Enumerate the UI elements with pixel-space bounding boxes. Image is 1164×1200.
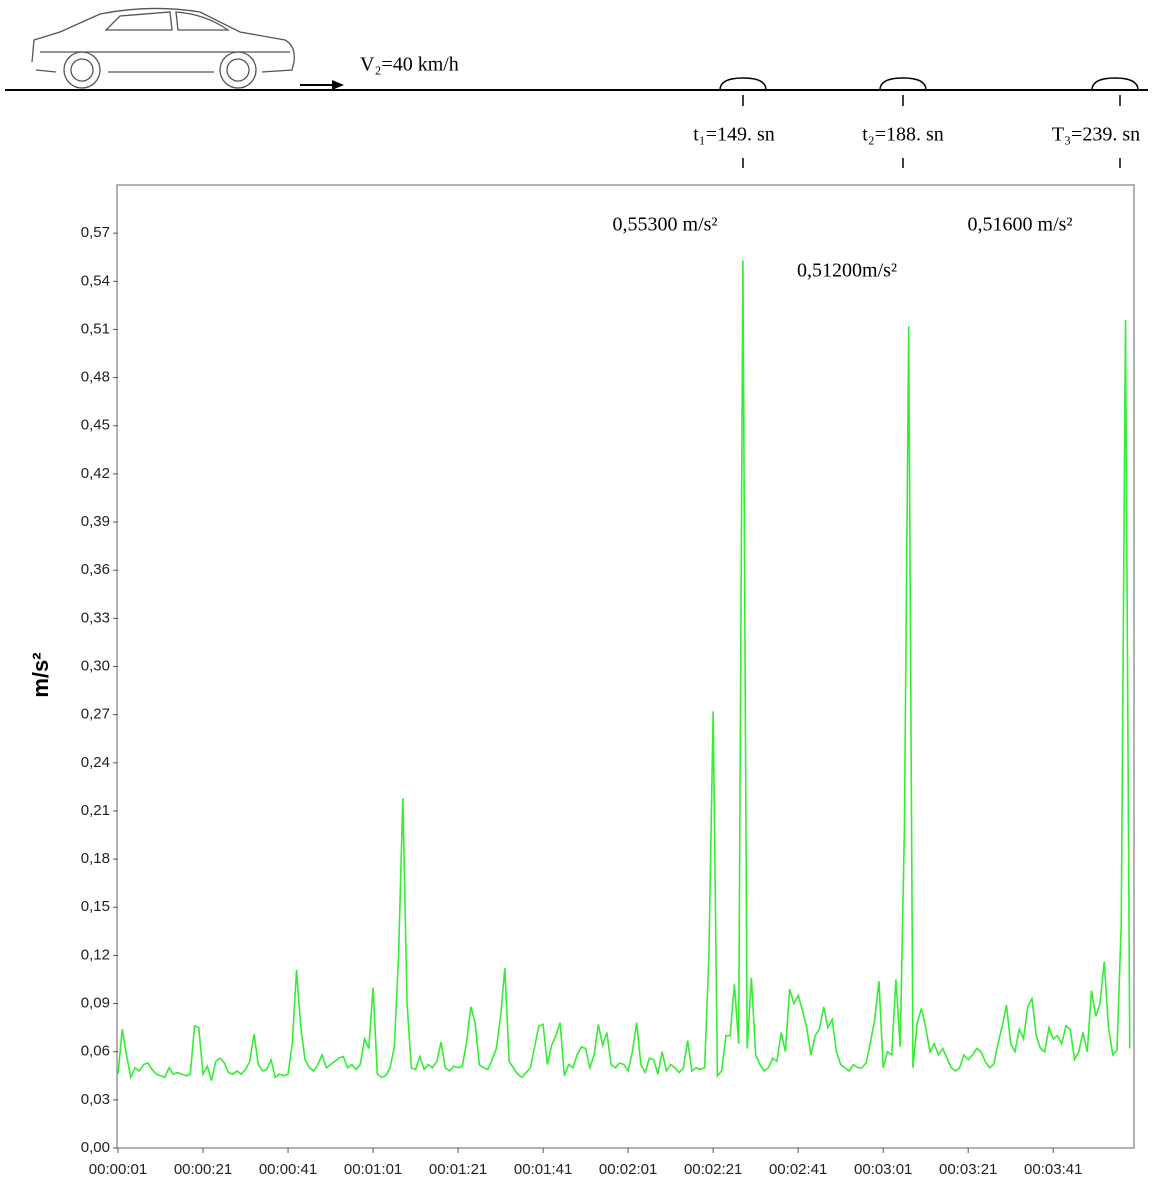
car	[32, 8, 294, 88]
x-tick-label: 00:03:41	[1024, 1161, 1082, 1178]
x-tick-label: 00:01:21	[429, 1161, 487, 1178]
y-tick-label: 0,54	[81, 272, 110, 289]
bump-label: t₂=188. sn	[862, 124, 944, 146]
x-tick-label: 00:03:01	[854, 1161, 912, 1178]
y-tick-label: 0,45	[81, 417, 110, 434]
x-tick-label: 00:02:01	[599, 1161, 657, 1178]
y-tick-label: 0,18	[81, 850, 110, 867]
annotation: 0,51200m/s²	[797, 260, 897, 282]
x-tick-label: 00:02:21	[684, 1161, 742, 1178]
y-tick-label: 0,03	[81, 1091, 110, 1108]
bump-label: T₃=239. sn	[1052, 124, 1140, 146]
y-axis-label: m/s²	[28, 652, 53, 697]
y-tick-label: 0,30	[81, 657, 110, 674]
speed-arrow	[300, 80, 344, 90]
y-tick-label: 0,57	[81, 224, 110, 241]
y-tick-label: 0,12	[81, 946, 110, 963]
y-tick-label: 0,48	[81, 369, 110, 386]
data-line	[118, 260, 1130, 1080]
y-tick-label: 0,09	[81, 995, 110, 1012]
y-tick-label: 0,42	[81, 465, 110, 482]
x-tick-label: 00:01:01	[344, 1161, 402, 1178]
x-tick-label: 00:00:41	[259, 1161, 317, 1178]
y-tick-label: 0,24	[81, 754, 110, 771]
annotation: 0,51600 m/s²	[968, 214, 1073, 236]
y-tick-label: 0,33	[81, 609, 110, 626]
x-tick-label: 00:03:21	[939, 1161, 997, 1178]
y-tick-label: 0,06	[81, 1043, 110, 1060]
x-tick-label: 00:02:41	[769, 1161, 827, 1178]
figure: V₂=40 km/h t₁=149. sn t₂=188. sn T₃=239.…	[0, 0, 1164, 1200]
annotation: 0,55300 m/s²	[613, 214, 718, 236]
y-tick-label: 0,15	[81, 898, 110, 915]
y-tick-label: 0,51	[81, 320, 110, 337]
x-tick-label: 00:00:01	[89, 1161, 147, 1178]
y-tick-label: 0,00	[81, 1139, 110, 1156]
y-tick-label: 0,39	[81, 513, 110, 530]
bump-label: t₁=149. sn	[693, 124, 775, 146]
plot-frame	[117, 185, 1134, 1148]
y-tick-label: 0,27	[81, 706, 110, 723]
x-tick-label: 00:00:21	[174, 1161, 232, 1178]
y-tick-label: 0,36	[81, 561, 110, 578]
x-tick-label: 00:01:41	[514, 1161, 572, 1178]
speed-label: V₂=40 km/h	[360, 54, 459, 76]
y-tick-label: 0,21	[81, 802, 110, 819]
